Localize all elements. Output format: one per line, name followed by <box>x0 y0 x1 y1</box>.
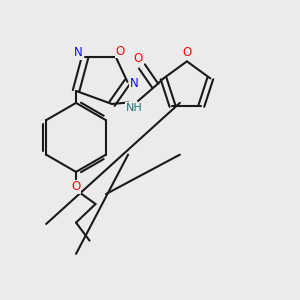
Text: N: N <box>74 46 83 59</box>
Text: NH: NH <box>125 103 142 113</box>
Text: N: N <box>130 77 138 90</box>
Text: O: O <box>182 46 191 59</box>
Text: O: O <box>71 180 81 194</box>
Text: O: O <box>116 45 125 58</box>
Text: O: O <box>134 52 143 65</box>
